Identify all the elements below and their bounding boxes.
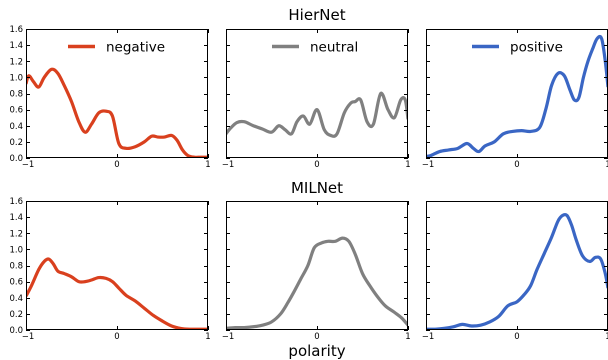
x-tick-label: −1 (422, 332, 435, 342)
y-tick-label: 1.0 (9, 245, 23, 255)
x-tick-label: −1 (422, 160, 435, 170)
series-line-neutral (226, 236, 408, 330)
y-tick-label: 0.6 (9, 106, 23, 116)
x-tick-label: −1 (222, 160, 235, 170)
x-axis-label: polarity (288, 342, 345, 360)
y-tick-label: 0.4 (9, 294, 23, 304)
panel-frame (226, 201, 408, 330)
x-tick-label: 1 (405, 332, 410, 342)
panel-hiernet-positive: −1 0 1 positive (422, 29, 608, 170)
row-title-hiernet: HierNet (288, 6, 345, 24)
y-tick-label: 0.8 (9, 262, 23, 272)
x-tick-label: 0 (514, 160, 519, 170)
x-tick-label: 0 (114, 332, 119, 342)
row-title-milnet: MILNet (291, 179, 343, 197)
x-tick-label: −1 (22, 332, 35, 342)
panel-milnet-neutral: −1 0 1 (222, 201, 411, 342)
panel-frame (426, 201, 608, 330)
panels-grid: 0.0 0.2 0.4 0.6 0.8 1.0 1.2 1.4 1.6 −1 0 1 negative −… (9, 25, 608, 342)
panel-hiernet-negative: 0.0 0.2 0.4 0.6 0.8 1.0 1.2 1.4 1.6 −1 0 1 negative (9, 25, 210, 170)
y-tick-label: 0.6 (9, 278, 23, 288)
y-tick-label: 1.4 (9, 213, 23, 223)
x-tick-label: 0 (514, 332, 519, 342)
series-line-neutral (226, 91, 408, 138)
y-tick-label: 0.0 (9, 326, 23, 336)
y-tick-label: 1.0 (9, 73, 23, 83)
x-tick-label: 0 (314, 160, 319, 170)
legend-label-negative: negative (106, 40, 165, 56)
panel-milnet-negative: 0.0 0.2 0.4 0.6 0.8 1.0 1.2 1.4 1.6 −1 0 1 (9, 197, 210, 342)
y-tick-label: 0.0 (9, 154, 23, 164)
x-tick-label: −1 (222, 332, 235, 342)
y-tick-label: 1.2 (9, 229, 23, 239)
x-tick-label: 1 (205, 332, 210, 342)
panel-hiernet-neutral: −1 0 1 neutral (222, 29, 411, 170)
x-tick-label: 0 (114, 160, 119, 170)
legend-label-positive: positive (510, 40, 563, 56)
y-tick-label: 1.6 (9, 25, 23, 35)
legend-label-neutral: neutral (310, 40, 358, 56)
series-line-negative (26, 257, 208, 330)
y-tick-label: 1.4 (9, 41, 23, 51)
y-tick-label: 0.2 (9, 310, 23, 320)
series-line-positive (426, 212, 608, 330)
series-line-positive (426, 34, 608, 158)
y-tick-label: 1.6 (9, 197, 23, 207)
x-tick-label: 1 (405, 160, 410, 170)
x-tick-label: −1 (22, 160, 35, 170)
x-tick-label: 1 (205, 160, 210, 170)
y-tick-label: 1.2 (9, 57, 23, 67)
x-tick-label: 1 (605, 160, 608, 170)
series-line-negative (26, 67, 208, 158)
panel-milnet-positive: −1 0 1 (422, 201, 608, 342)
y-tick-label: 0.2 (9, 138, 23, 148)
y-tick-label: 0.4 (9, 122, 23, 132)
x-tick-label: 0 (314, 332, 319, 342)
x-tick-label: 1 (605, 332, 608, 342)
y-tick-label: 0.8 (9, 90, 23, 100)
